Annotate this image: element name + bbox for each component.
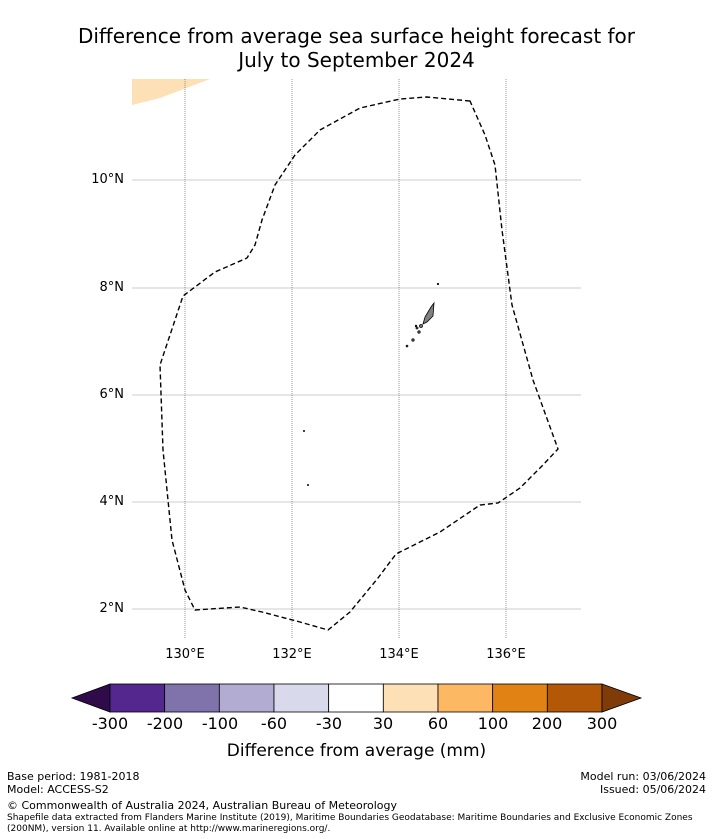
lon-label-134e: 134°E — [379, 647, 419, 662]
colorbar-tick: -100 — [201, 714, 239, 733]
lon-label-132e: 132°E — [272, 647, 312, 662]
lon-label-130e: 130°E — [165, 647, 205, 662]
colorbar-tick: 200 — [531, 714, 563, 733]
colorbar-tick: 30 — [372, 714, 394, 733]
shapefile-credit-line-1: Shapefile data extracted from Flanders M… — [7, 813, 693, 823]
colorbar-tick: 300 — [586, 714, 618, 733]
title-line-1: Difference from average sea surface heig… — [77, 24, 636, 48]
colorbar-tick: -30 — [315, 714, 343, 733]
title-line-2: July to September 2024 — [238, 48, 475, 72]
lat-label-4n: 4°N — [99, 494, 125, 509]
chart-title: Difference from average sea surface heig… — [0, 24, 713, 72]
anomaly-patch — [132, 79, 210, 105]
model-name: Model: ACCESS-S2 — [7, 783, 109, 796]
colorbar-bin — [492, 683, 548, 713]
colorbar-bin — [328, 683, 384, 713]
lat-label-6n: 6°N — [99, 387, 125, 402]
lat-label-8n: 8°N — [99, 280, 125, 295]
palau-islands — [302, 282, 440, 486]
colorbar-extend-over — [601, 683, 643, 713]
colorbar-bin — [164, 683, 220, 713]
lon-label-136e: 136°E — [486, 647, 526, 662]
shapefile-credit: Shapefile data extracted from Flanders M… — [7, 813, 713, 835]
lat-label-10n: 10°N — [91, 172, 124, 187]
colorbar-tick: 60 — [427, 714, 449, 733]
shapefile-credit-line-2: (200NM), version 11. Available online at… — [7, 824, 331, 834]
base-period: Base period: 1981-2018 — [7, 770, 140, 783]
colorbar — [70, 683, 643, 713]
colorbar-tick: 100 — [477, 714, 509, 733]
lat-label-2n: 2°N — [99, 601, 125, 616]
colorbar-bin — [382, 683, 439, 713]
colorbar-bin — [218, 683, 275, 713]
colorbar-extend-under — [70, 683, 111, 713]
issued-date: Issued: 05/06/2024 — [599, 783, 706, 796]
eez-boundary — [159, 96, 559, 631]
lon-gridlines — [184, 79, 507, 638]
colorbar-tick: -200 — [146, 714, 184, 733]
colorbar-label: Difference from average (mm) — [226, 741, 487, 761]
colorbar-bin — [546, 683, 603, 713]
colorbar-bin — [109, 683, 166, 713]
copyright: © Commonwealth of Australia 2024, Austra… — [7, 799, 397, 812]
colorbar-bin — [437, 683, 494, 713]
colorbar-bin — [273, 683, 330, 713]
lat-gridlines — [132, 179, 581, 610]
model-run: Model run: 03/06/2024 — [580, 770, 706, 783]
colorbar-tick: -60 — [260, 714, 288, 733]
colorbar-tick: -300 — [91, 714, 129, 733]
